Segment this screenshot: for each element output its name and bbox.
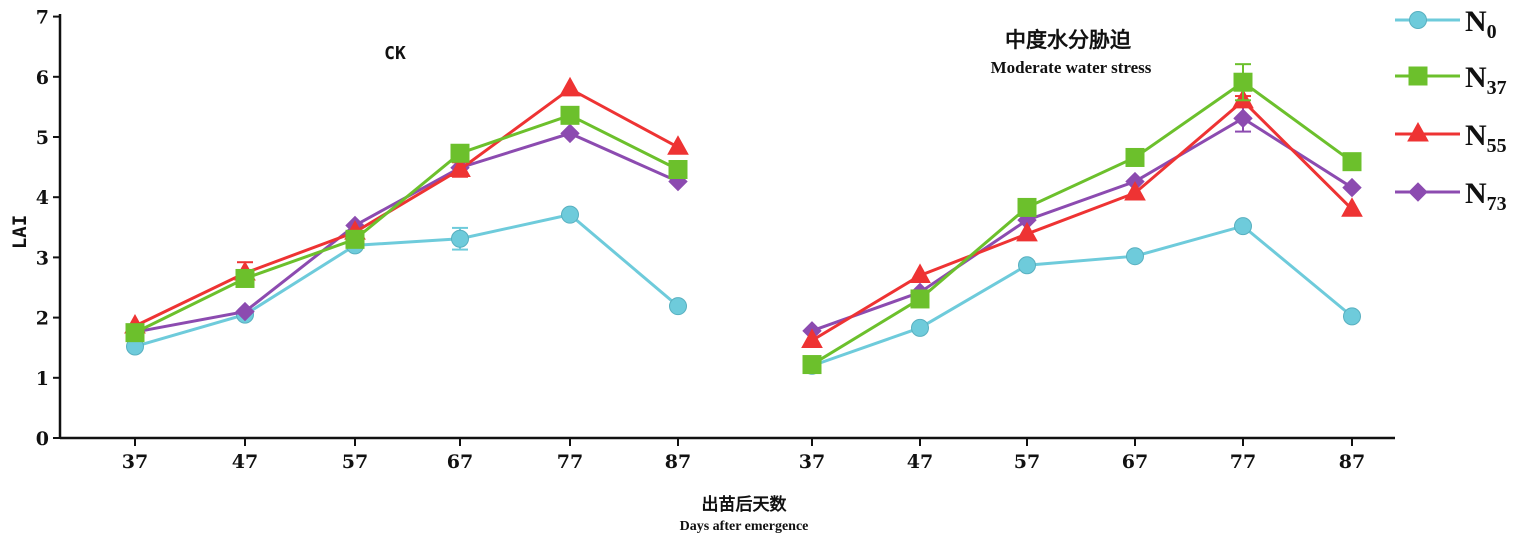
x-tick-label: 37 xyxy=(122,451,148,473)
y-tick-label: 4 xyxy=(36,187,49,209)
data-point xyxy=(669,297,687,316)
data-point xyxy=(1342,152,1362,172)
series-n0-panel-1 xyxy=(126,205,687,356)
x-axis-title-cn: 出苗后天数 xyxy=(702,494,788,515)
x-tick-label: 87 xyxy=(1339,451,1365,473)
series-layer xyxy=(124,63,1363,375)
series-n73-panel-1 xyxy=(125,123,688,342)
legend-marker xyxy=(1409,11,1427,29)
legend-marker xyxy=(1408,66,1428,86)
x-tick-label: 47 xyxy=(232,451,258,473)
y-tick-label: 6 xyxy=(36,67,49,89)
series-n37-panel-1 xyxy=(125,105,688,343)
data-point xyxy=(451,229,469,248)
data-point xyxy=(449,157,471,178)
y-tick-label: 7 xyxy=(36,7,49,29)
panel-title-ck: CK xyxy=(384,43,406,64)
data-point xyxy=(1234,217,1252,236)
series-line xyxy=(811,116,1353,333)
series-n37-panel-2 xyxy=(802,63,1362,375)
panel-title-stress-en: Moderate water stress xyxy=(991,58,1152,77)
data-point xyxy=(1124,180,1146,201)
x-axis-ticks: 37 47 57 67 77 87 37 47 57 67 77 87 xyxy=(122,438,1365,473)
y-tick-label: 2 xyxy=(36,308,49,330)
data-point xyxy=(1233,72,1253,92)
x-tick-label: 87 xyxy=(665,451,691,473)
x-axis-title-en: Days after emergence xyxy=(680,519,809,534)
y-tick-label: 3 xyxy=(36,247,49,269)
series-n55-panel-2 xyxy=(801,88,1363,348)
x-tick-label: 47 xyxy=(907,451,933,473)
data-point xyxy=(450,143,470,163)
x-tick-label: 67 xyxy=(1122,451,1148,473)
y-tick-label: 5 xyxy=(36,127,49,149)
data-point xyxy=(1125,147,1145,167)
data-point xyxy=(1016,221,1038,242)
series-line xyxy=(134,87,679,328)
data-point xyxy=(909,263,931,283)
data-point xyxy=(1017,197,1037,217)
legend-marker xyxy=(1407,121,1429,142)
x-tick-label: 77 xyxy=(557,451,583,473)
series-line xyxy=(134,213,679,348)
legend-label: N55 xyxy=(1465,119,1507,157)
data-point xyxy=(911,318,929,337)
series-line xyxy=(811,80,1353,366)
series-line xyxy=(811,224,1353,368)
data-point xyxy=(802,355,822,375)
legend-item-n73: N73 xyxy=(1395,177,1507,215)
data-point xyxy=(668,160,688,180)
legend-label: N0 xyxy=(1465,5,1497,43)
series-n73-panel-2 xyxy=(802,104,1362,341)
data-point xyxy=(125,323,145,343)
x-tick-label: 57 xyxy=(342,451,368,473)
data-point xyxy=(667,135,689,155)
series-line xyxy=(134,131,679,334)
data-point xyxy=(801,328,823,348)
legend-item-n0: N0 xyxy=(1395,5,1497,43)
data-point xyxy=(1343,307,1361,326)
legend-label: N73 xyxy=(1465,177,1507,215)
data-point xyxy=(235,301,255,322)
data-point xyxy=(1342,177,1362,198)
legend-item-n37: N37 xyxy=(1395,61,1507,99)
data-point xyxy=(561,205,579,224)
legend-marker xyxy=(1408,182,1428,202)
x-tick-label: 77 xyxy=(1230,451,1256,473)
data-point xyxy=(1233,108,1253,129)
x-tick-label: 37 xyxy=(799,451,825,473)
panel-title-stress-cn: 中度水分胁迫 xyxy=(1005,28,1132,52)
x-tick-label: 57 xyxy=(1014,451,1040,473)
data-point xyxy=(910,289,930,309)
legend-label: N37 xyxy=(1465,61,1507,99)
data-point xyxy=(560,123,580,144)
y-axis-ticks: 0 1 2 3 4 5 6 7 xyxy=(36,7,60,450)
legend: N0 N37 N55 N73 xyxy=(1395,5,1507,215)
data-point xyxy=(235,268,255,288)
axes xyxy=(58,14,1395,440)
series-line xyxy=(811,98,1354,342)
data-point xyxy=(559,76,581,97)
data-point xyxy=(1341,197,1363,217)
y-tick-label: 0 xyxy=(36,428,49,450)
legend-item-n55: N55 xyxy=(1395,119,1507,157)
data-point xyxy=(345,229,365,249)
data-point xyxy=(560,105,580,125)
series-line xyxy=(134,113,679,334)
data-point xyxy=(1126,247,1144,266)
data-point xyxy=(1018,256,1036,275)
x-tick-label: 67 xyxy=(447,451,473,473)
y-axis-label: LAI xyxy=(9,215,31,249)
y-tick-label: 1 xyxy=(36,368,49,390)
